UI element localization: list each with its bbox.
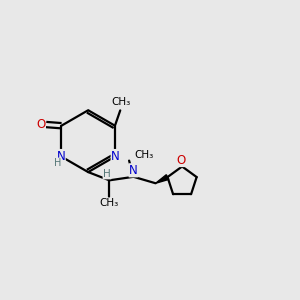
Text: H: H <box>103 169 111 179</box>
Text: CH₃: CH₃ <box>111 97 130 107</box>
Text: N: N <box>111 149 120 163</box>
Text: CH₃: CH₃ <box>100 198 119 208</box>
Text: CH₃: CH₃ <box>134 150 154 160</box>
Text: O: O <box>36 118 45 131</box>
Text: H: H <box>54 158 61 168</box>
Text: N: N <box>129 164 138 177</box>
Polygon shape <box>156 175 169 183</box>
Text: N: N <box>56 149 65 163</box>
Text: O: O <box>176 154 185 166</box>
